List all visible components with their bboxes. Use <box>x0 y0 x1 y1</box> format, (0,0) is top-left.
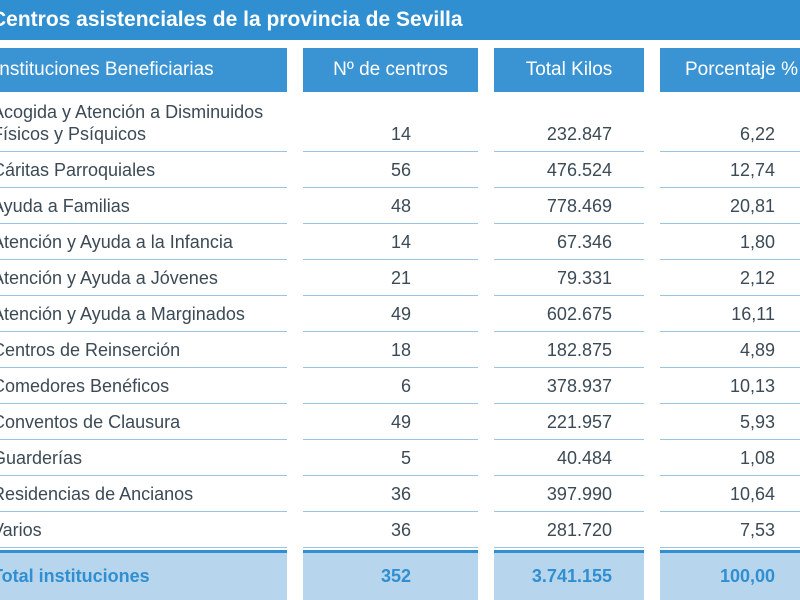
cell-porcentaje: 10,64 <box>729 484 775 504</box>
cell-kilos: 397.990 <box>546 484 612 504</box>
cell-porcentaje: 2,12 <box>739 268 775 288</box>
total-porcentaje-cell: 100,00 <box>660 553 800 600</box>
table-row: Atención y Ayuda a la Infancia 14 67.346… <box>0 224 800 260</box>
cell-porcentaje: 4,89 <box>739 340 775 360</box>
table-row: Cáritas Parroquiales 56 476.524 12,74 <box>0 152 800 188</box>
total-label: Total instituciones <box>0 566 150 586</box>
cell-kilos: 182.875 <box>546 340 612 360</box>
table-title: Centros asistenciales de la provincia de… <box>0 0 800 40</box>
cell-kilos: 602.675 <box>546 304 612 324</box>
cell-porcentaje: 5,93 <box>739 412 775 432</box>
total-divider <box>303 550 478 553</box>
cell-kilos: 778.469 <box>546 196 612 216</box>
total-centros: 352 <box>380 566 411 586</box>
cell-porcentaje: 1,08 <box>739 448 775 468</box>
header-porcentaje: Porcentaje % <box>660 48 800 92</box>
table-row: Acogida y Atención a Disminuidos Físicos… <box>0 96 800 152</box>
cell-centros: 21 <box>390 268 411 288</box>
cell-institucion: Varios <box>0 520 42 540</box>
total-divider <box>494 550 644 553</box>
cell-porcentaje: 7,53 <box>739 520 775 540</box>
cell-institucion: Acogida y Atención a Disminuidos Físicos… <box>0 102 264 144</box>
table-row: Comedores Benéficos 6 378.937 10,13 <box>0 368 800 404</box>
cell-porcentaje: 16,11 <box>731 304 775 324</box>
header-instituciones-label: Instituciones Beneficiarias <box>0 59 214 80</box>
table-row: Conventos de Clausura 49 221.957 5,93 <box>0 404 800 440</box>
cell-kilos: 221.957 <box>546 412 612 432</box>
table-body: Acogida y Atención a Disminuidos Físicos… <box>0 96 800 548</box>
cell-porcentaje: 12,74 <box>729 160 775 180</box>
cell-institucion: Comedores Benéficos <box>0 376 170 396</box>
cell-institucion: Centros de Reinserción <box>0 340 181 360</box>
cell-institucion: Residencias de Ancianos <box>0 484 194 504</box>
cell-centros: 5 <box>400 448 411 468</box>
cell-centros: 18 <box>390 340 411 360</box>
cell-centros: 49 <box>390 412 411 432</box>
cell-centros: 36 <box>390 520 411 540</box>
cell-institucion: Atención y Ayuda a la Infancia <box>0 232 233 252</box>
table-row: Centros de Reinserción 18 182.875 4,89 <box>0 332 800 368</box>
cell-centros: 36 <box>390 484 411 504</box>
header-instituciones: Instituciones Beneficiarias <box>0 48 287 92</box>
cell-kilos: 40.484 <box>556 448 612 468</box>
table-row: Guarderías 5 40.484 1,08 <box>0 440 800 476</box>
cell-institucion: Cáritas Parroquiales <box>0 160 156 180</box>
total-divider <box>0 550 287 553</box>
total-label-cell: Total instituciones <box>0 553 287 600</box>
cell-kilos: 281.720 <box>546 520 612 540</box>
total-divider <box>660 550 800 553</box>
cell-institucion: Atención y Ayuda a Marginados <box>0 304 245 324</box>
cell-porcentaje: 1,80 <box>739 232 775 252</box>
total-porcentaje: 100,00 <box>719 566 775 586</box>
cell-kilos: 232.847 <box>546 124 612 144</box>
table-row: Residencias de Ancianos 36 397.990 10,64 <box>0 476 800 512</box>
cell-kilos: 476.524 <box>546 160 612 180</box>
total-centros-cell: 352 <box>303 553 478 600</box>
cell-centros: 49 <box>390 304 411 324</box>
cell-centros: 48 <box>390 196 411 216</box>
cell-porcentaje: 6,22 <box>739 124 775 144</box>
cell-institucion: Conventos de Clausura <box>0 412 181 432</box>
table-row: Atención y Ayuda a Marginados 49 602.675… <box>0 296 800 332</box>
cell-centros: 56 <box>390 160 411 180</box>
cell-institucion: Guarderías <box>0 448 83 468</box>
cell-kilos: 67.346 <box>556 232 612 252</box>
table-title-text: Centros asistenciales de la provincia de… <box>0 8 463 31</box>
cell-centros: 14 <box>390 124 411 144</box>
total-kilos: 3.741.155 <box>531 566 612 586</box>
cell-porcentaje: 10,13 <box>729 376 775 396</box>
cell-centros: 14 <box>390 232 411 252</box>
cell-institucion: Ayuda a Familias <box>0 196 130 216</box>
cell-centros: 6 <box>400 376 411 396</box>
cell-institucion: Atención y Ayuda a Jóvenes <box>0 268 218 288</box>
header-centros: Nº de centros <box>303 48 478 92</box>
cell-kilos: 79.331 <box>556 268 612 288</box>
table-row: Varios 36 281.720 7,53 <box>0 512 800 548</box>
table-row: Ayuda a Familias 48 778.469 20,81 <box>0 188 800 224</box>
cell-kilos: 378.937 <box>546 376 612 396</box>
header-kilos: Total Kilos <box>494 48 644 92</box>
cell-porcentaje: 20,81 <box>729 196 775 216</box>
total-kilos-cell: 3.741.155 <box>494 553 644 600</box>
table-row: Atención y Ayuda a Jóvenes 21 79.331 2,1… <box>0 260 800 296</box>
